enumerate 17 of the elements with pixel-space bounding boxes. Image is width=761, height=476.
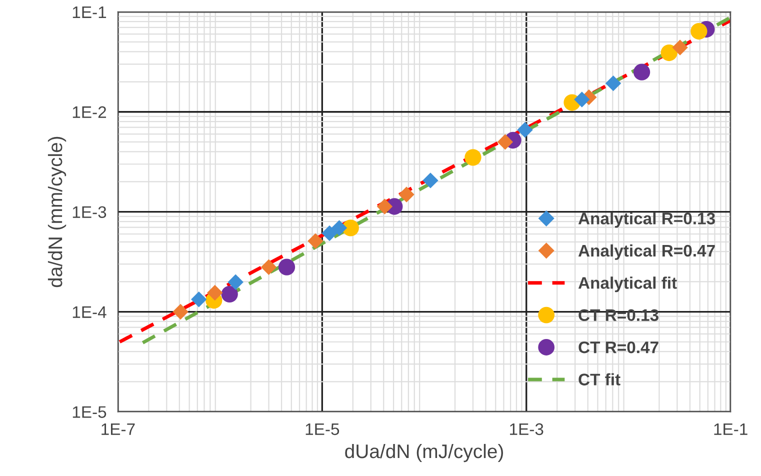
y-tick-label: 1E-5 (72, 406, 106, 418)
x-tick-label: 1E-7 (102, 423, 135, 435)
y-tick-label: 1E-3 (72, 206, 106, 218)
x-tick-label: 1E-3 (510, 423, 544, 436)
x-tick-label: 1E-5 (306, 423, 340, 436)
x-tick-label: 1E-1 (714, 423, 748, 435)
legend-label: Analytical fit (578, 276, 677, 292)
legend-label: CT R=0.13 (578, 309, 658, 322)
y-axis-title: da/dN (mm/cycle) (48, 136, 66, 288)
y-tick-label: 1E-4 (72, 306, 106, 318)
legend-label: Analytical R=0.47 (578, 244, 715, 260)
y-tick-label: 1E-1 (72, 6, 106, 18)
legend-label: Analytical R=0.13 (578, 212, 715, 228)
x-axis-title: dUa/dN (mJ/cycle) (345, 444, 504, 462)
legend-label: CT fit (578, 373, 620, 386)
legend-label: CT R=0.47 (578, 341, 658, 354)
y-tick-label: 1E-2 (72, 106, 106, 118)
